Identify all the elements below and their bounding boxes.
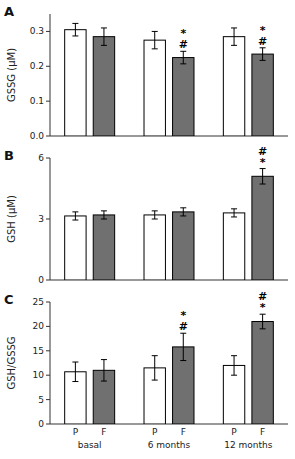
bar — [144, 215, 165, 280]
bar — [173, 58, 194, 136]
y-tick — [46, 399, 50, 400]
error-bar — [231, 28, 237, 45]
y-tick — [46, 158, 50, 159]
y-tick-label: 0.0 — [30, 131, 45, 141]
y-tick-label: 5 — [38, 395, 44, 405]
y-tick-label: 20 — [33, 321, 45, 331]
y-tick — [46, 136, 50, 137]
y-tick-label: 0.2 — [30, 61, 44, 71]
y-tick — [46, 326, 50, 327]
y-axis — [50, 302, 51, 424]
annotation: * — [180, 27, 186, 40]
error-bar — [72, 212, 78, 220]
error-bar — [260, 48, 266, 61]
y-tick-label: 0.3 — [30, 26, 44, 36]
series-label: P — [231, 427, 237, 437]
chart-svg: 0.00.10.20.3GSSG (μM)A#*#*036GSH (μM)B*#… — [0, 0, 295, 459]
y-tick — [46, 375, 50, 376]
y-tick-label: 3 — [38, 214, 44, 224]
y-axis — [50, 158, 51, 280]
x-tick-label: 12 months — [224, 440, 273, 450]
panel-title: C — [4, 292, 14, 307]
error-bar — [231, 356, 237, 376]
marks — [65, 23, 274, 136]
y-tick — [46, 302, 50, 303]
y-tick-label: 10 — [33, 370, 45, 380]
y-tick — [46, 424, 50, 425]
error-bar — [260, 314, 266, 329]
y-tick — [46, 66, 50, 67]
error-bar — [101, 211, 107, 219]
y-tick — [46, 280, 50, 281]
bar — [223, 37, 244, 136]
x-tick-label: 6 months — [148, 440, 191, 450]
y-tick — [46, 101, 50, 102]
y-tick — [46, 350, 50, 351]
error-bar — [152, 31, 158, 48]
error-bar — [101, 360, 107, 381]
error-bar — [180, 208, 186, 216]
panel: 0.00.10.20.3GSSG (μM)A#*#* — [4, 4, 288, 141]
y-axis-label: GSH (μM) — [6, 195, 17, 243]
bar — [173, 212, 194, 280]
y-tick-label: 0 — [38, 275, 44, 285]
y-tick — [46, 219, 50, 220]
error-bar — [180, 51, 186, 64]
bar — [252, 54, 273, 136]
error-bar — [101, 28, 107, 45]
series-label: P — [73, 427, 79, 437]
error-bar — [152, 211, 158, 219]
series-label: P — [152, 427, 158, 437]
bar — [252, 322, 273, 424]
bar — [252, 176, 273, 280]
panel: 0510152025GSH/GSSGC#**#PFbasalPF6 months… — [4, 290, 288, 450]
error-bar — [231, 209, 237, 217]
y-axis-label: GSH/GSSG — [6, 336, 17, 389]
error-bar — [72, 362, 78, 382]
bar — [223, 213, 244, 280]
panel-title: B — [4, 148, 14, 163]
panel-title: A — [4, 4, 14, 19]
error-bar — [260, 169, 266, 184]
series-label: F — [260, 427, 265, 437]
y-tick-label: 25 — [33, 297, 44, 307]
annotation: * — [260, 24, 266, 37]
x-tick-label: basal — [78, 440, 102, 450]
y-axis-label: GSSG (μM) — [6, 48, 17, 102]
annotation: * — [180, 309, 186, 322]
error-bar — [72, 23, 78, 36]
series-label: F — [181, 427, 186, 437]
y-axis — [50, 14, 51, 136]
series-label: F — [101, 427, 106, 437]
y-tick — [46, 31, 50, 32]
bar — [65, 30, 86, 136]
bar — [144, 40, 165, 136]
y-tick-label: 0.1 — [30, 96, 44, 106]
y-tick-label: 6 — [38, 153, 44, 163]
y-tick-label: 15 — [33, 346, 44, 356]
bar — [93, 215, 114, 280]
bar — [65, 216, 86, 280]
bar — [93, 37, 114, 136]
y-tick-label: 0 — [38, 419, 44, 429]
chart-container: 0.00.10.20.3GSSG (μM)A#*#*036GSH (μM)B*#… — [0, 0, 295, 459]
marks — [65, 169, 274, 280]
annotation: # — [258, 290, 267, 303]
annotation: # — [258, 145, 267, 158]
error-bar — [152, 356, 158, 380]
error-bar — [180, 333, 186, 360]
panel: 036GSH (μM)B*# — [4, 145, 288, 285]
marks — [65, 314, 274, 424]
